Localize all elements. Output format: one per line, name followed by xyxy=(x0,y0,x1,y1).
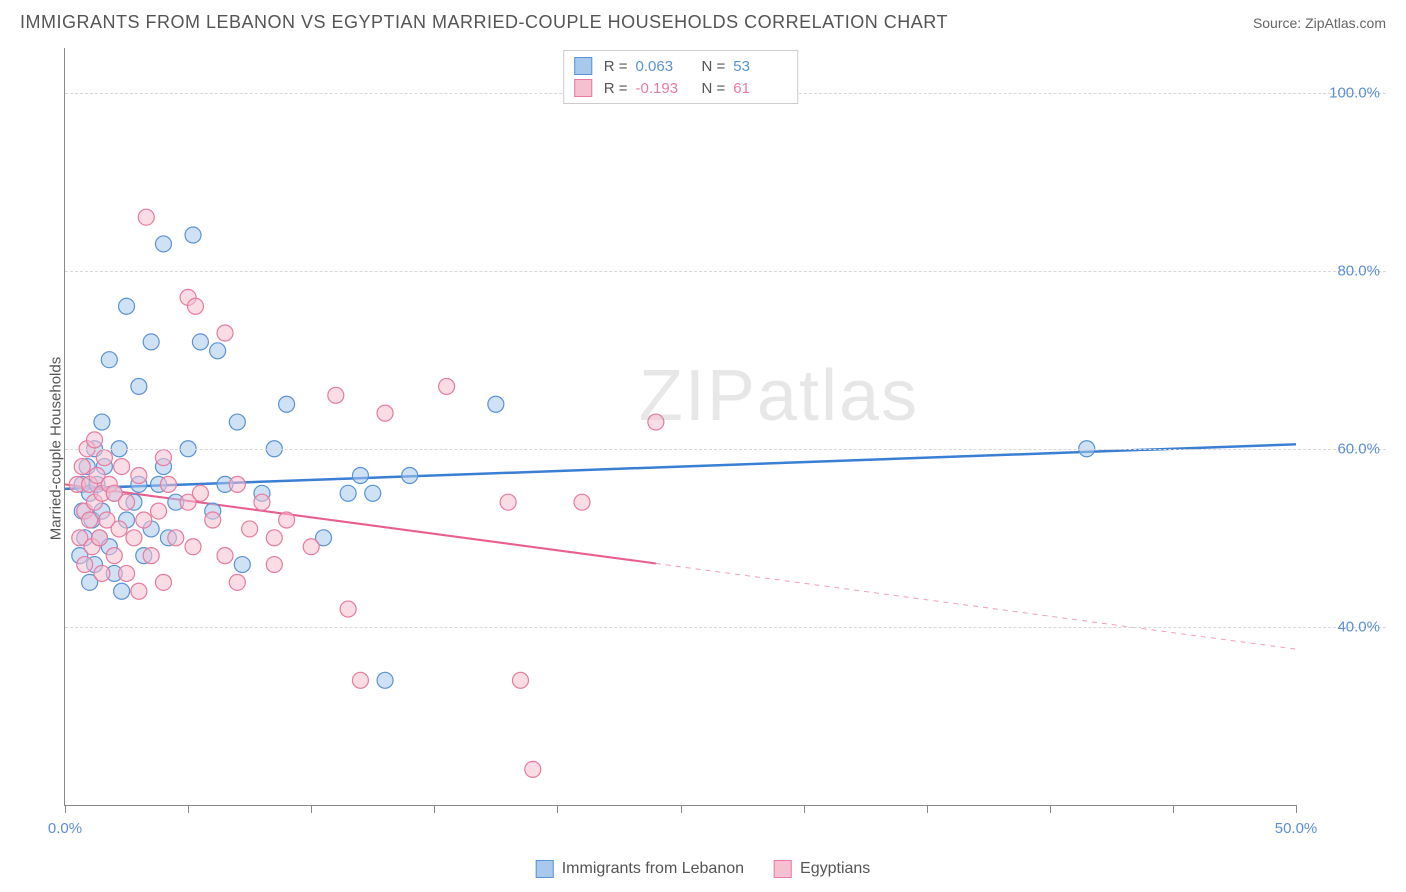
n-value-egyptians: 61 xyxy=(733,80,787,97)
r-value-egyptians: -0.193 xyxy=(636,80,690,97)
x-tick-label: 0.0% xyxy=(48,820,82,837)
y-axis-label: Married-couple Households xyxy=(48,357,65,540)
n-value-lebanon: 53 xyxy=(733,58,787,75)
swatch-lebanon xyxy=(574,57,592,75)
chart-title: IMMIGRANTS FROM LEBANON VS EGYPTIAN MARR… xyxy=(20,12,948,33)
legend-item-lebanon: Immigrants from Lebanon xyxy=(536,860,744,878)
legend-row-lebanon: R = 0.063 N = 53 xyxy=(574,55,788,77)
y-tick-label: 60.0% xyxy=(1337,440,1380,457)
x-tick-label: 50.0% xyxy=(1275,820,1318,837)
swatch-egyptians xyxy=(574,79,592,97)
swatch-egyptians-bottom xyxy=(774,860,792,878)
swatch-lebanon-bottom xyxy=(536,860,554,878)
scatter-plot: ZIPatlas R = 0.063 N = 53 R = -0.193 N =… xyxy=(64,48,1296,806)
chart-header: IMMIGRANTS FROM LEBANON VS EGYPTIAN MARR… xyxy=(0,0,1406,41)
y-tick-label: 100.0% xyxy=(1329,84,1380,101)
source-label: Source: ZipAtlas.com xyxy=(1253,15,1386,31)
plot-svg xyxy=(65,48,1296,805)
legend-label-lebanon: Immigrants from Lebanon xyxy=(562,860,744,878)
y-tick-label: 40.0% xyxy=(1337,618,1380,635)
legend-row-egyptians: R = -0.193 N = 61 xyxy=(574,77,788,99)
y-tick-label: 80.0% xyxy=(1337,262,1380,279)
chart-area: Married-couple Households ZIPatlas R = 0… xyxy=(50,48,1386,832)
legend-label-egyptians: Egyptians xyxy=(800,860,870,878)
legend-correlation-box: R = 0.063 N = 53 R = -0.193 N = 61 xyxy=(563,50,799,104)
legend-bottom: Immigrants from Lebanon Egyptians xyxy=(536,860,871,878)
r-value-lebanon: 0.063 xyxy=(636,58,690,75)
legend-item-egyptians: Egyptians xyxy=(774,860,870,878)
